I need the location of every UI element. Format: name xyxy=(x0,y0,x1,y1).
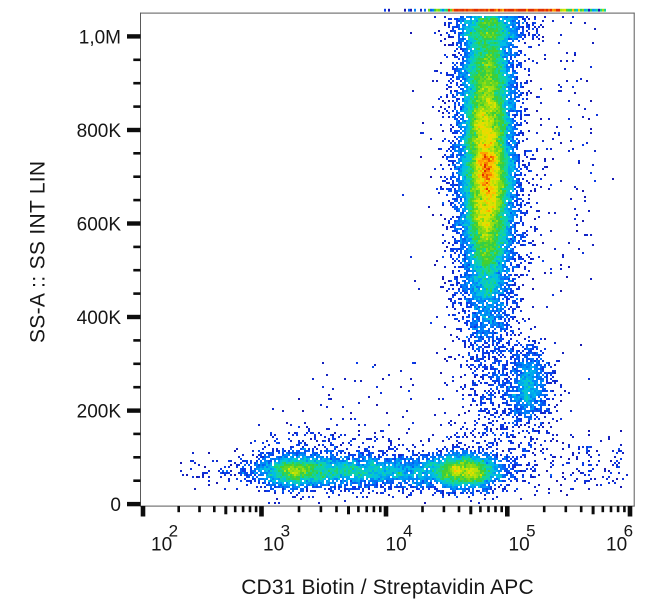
svg-text:10: 10 xyxy=(509,535,530,556)
svg-text:800K: 800K xyxy=(77,121,122,142)
svg-text:600K: 600K xyxy=(77,214,122,235)
svg-text:6: 6 xyxy=(624,521,633,540)
svg-text:10: 10 xyxy=(606,535,627,556)
svg-text:1,0M: 1,0M xyxy=(79,27,121,48)
svg-text:SS-A :: SS INT LIN: SS-A :: SS INT LIN xyxy=(27,161,50,343)
svg-text:400K: 400K xyxy=(77,308,122,329)
svg-text:2: 2 xyxy=(169,521,178,540)
svg-text:10: 10 xyxy=(151,535,172,556)
svg-text:200K: 200K xyxy=(77,402,122,423)
svg-text:10: 10 xyxy=(263,535,284,556)
svg-text:3: 3 xyxy=(281,521,290,540)
svg-text:0: 0 xyxy=(110,495,121,516)
svg-text:CD31 Biotin / Streptavidin APC: CD31 Biotin / Streptavidin APC xyxy=(241,576,534,599)
svg-text:5: 5 xyxy=(526,521,535,540)
svg-text:4: 4 xyxy=(403,521,412,540)
svg-text:10: 10 xyxy=(386,535,407,556)
